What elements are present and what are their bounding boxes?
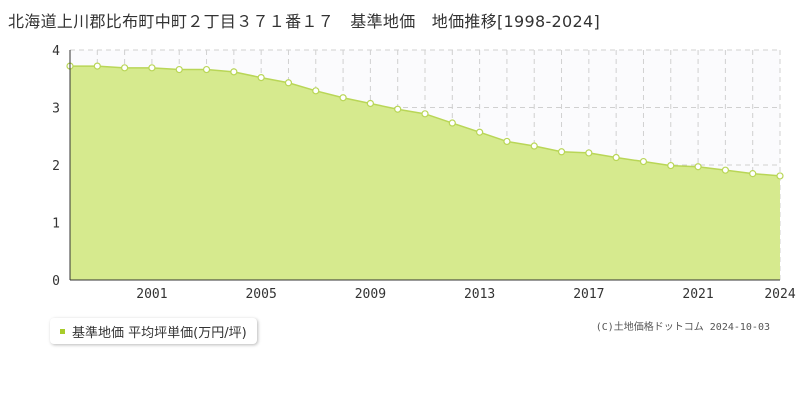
data-point xyxy=(448,119,456,127)
legend-label: 基準地価 平均坪単価(万円/坪) xyxy=(72,325,247,341)
data-point xyxy=(394,105,402,113)
data-point xyxy=(694,163,702,171)
data-point xyxy=(148,64,156,72)
x-tick-label: 2021 xyxy=(682,287,713,302)
data-point xyxy=(776,172,784,180)
data-point xyxy=(476,128,484,136)
x-tick-label: 2017 xyxy=(573,287,604,302)
data-point xyxy=(667,161,675,170)
data-point xyxy=(421,110,429,118)
x-tick-label: 2005 xyxy=(245,287,276,302)
y-tick-label: 4 xyxy=(52,44,60,59)
data-point xyxy=(312,87,320,95)
series-area xyxy=(70,66,780,280)
y-tick-label: 1 xyxy=(52,217,60,232)
data-point xyxy=(202,65,211,74)
data-point xyxy=(530,142,538,150)
chart-title: 北海道上川郡比布町中町２丁目３７１番１７ 基準地価 地価推移[1998-2024… xyxy=(8,12,600,31)
x-tick-label: 2001 xyxy=(136,287,167,302)
data-point xyxy=(230,68,238,76)
data-point xyxy=(585,149,593,157)
x-axis-ticks: 2001 2005 2009 2013 2017 2021 2024 xyxy=(136,287,796,302)
data-point xyxy=(175,65,183,74)
y-tick-label: 3 xyxy=(52,102,60,117)
data-point xyxy=(284,79,293,87)
x-tick-label: 2013 xyxy=(464,287,495,302)
data-point xyxy=(557,148,566,156)
data-point xyxy=(612,153,620,162)
data-point xyxy=(639,157,648,166)
data-point xyxy=(257,73,265,82)
data-point xyxy=(721,166,729,174)
data-point xyxy=(339,94,347,102)
data-point xyxy=(93,62,101,70)
legend-swatch xyxy=(60,328,65,334)
data-point xyxy=(503,137,511,146)
y-tick-label: 0 xyxy=(52,274,60,289)
data-point xyxy=(121,64,129,72)
y-axis-ticks: 0 1 2 3 4 xyxy=(52,44,60,289)
x-tick-label: 2009 xyxy=(355,287,386,302)
data-point xyxy=(749,170,757,178)
axes xyxy=(69,50,780,281)
legend: 基準地価 平均坪単価(万円/坪) xyxy=(50,318,257,344)
y-tick-label: 2 xyxy=(52,159,60,174)
credit-text: (C)土地価格ドットコム 2024-10-03 xyxy=(595,322,770,333)
x-tick-label: 2024 xyxy=(764,287,795,302)
data-point xyxy=(366,99,374,108)
data-markers xyxy=(66,62,784,180)
